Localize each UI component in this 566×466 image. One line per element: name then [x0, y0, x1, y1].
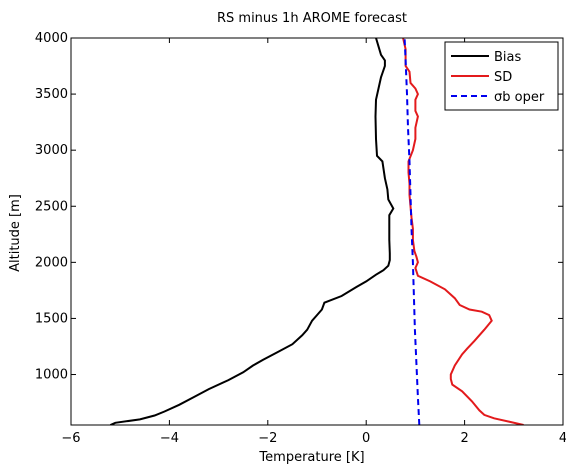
- plot-area: [109, 38, 524, 425]
- x-tick-label: −6: [61, 431, 80, 446]
- y-tick-label: 2000: [35, 255, 68, 270]
- legend: Bias SD σb oper: [444, 41, 559, 111]
- plot-frame: [70, 37, 564, 426]
- x-tick-label: −4: [160, 431, 179, 446]
- y-axis-title: Altitude [m]: [8, 194, 23, 272]
- series-line-sd: [402, 38, 524, 425]
- legend-label: σb oper: [494, 90, 545, 105]
- x-axis-title: Temperature [K]: [258, 450, 364, 465]
- chart-title: RS minus 1h AROME forecast: [217, 11, 407, 26]
- y-tick-label: 3500: [35, 87, 68, 102]
- legend-label: SD: [494, 70, 512, 85]
- series-line-bias: [109, 38, 395, 425]
- x-tick-label: 4: [559, 431, 566, 446]
- y-tick-label: 3000: [35, 143, 68, 158]
- y-tick-label: 4000: [35, 31, 68, 46]
- y-tick-label: 1500: [35, 311, 68, 326]
- legend-label: Bias: [494, 50, 521, 65]
- x-tick-label: 2: [460, 431, 468, 446]
- axis-ticks: −6 −4 −2 0 2 4 1000 1500 2000 2500 3000 3500 4000: [35, 31, 566, 446]
- y-tick-label: 2500: [35, 199, 68, 214]
- y-tick-label: 1000: [35, 368, 68, 383]
- x-tick-label: −2: [258, 431, 277, 446]
- x-tick-label: 0: [362, 431, 370, 446]
- series-line--b-oper: [403, 38, 421, 425]
